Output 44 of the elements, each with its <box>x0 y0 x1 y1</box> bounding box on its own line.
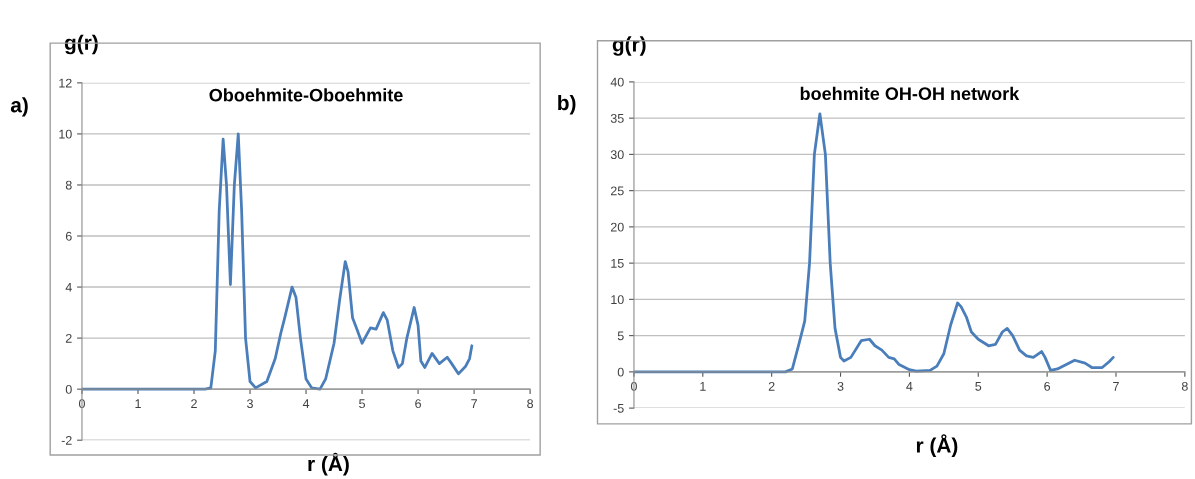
line-series <box>81 132 474 391</box>
y-tick-label: 20 <box>610 222 624 232</box>
y-tick-label: 6 <box>65 231 72 241</box>
x-tick-label: 0 <box>78 399 85 409</box>
y-tick-label: -5 <box>613 404 624 413</box>
y-tick-label: 8 <box>65 180 72 190</box>
y-tick-label: 40 <box>610 77 624 87</box>
y-tick-label: 12 <box>59 78 72 88</box>
x-tick-label: 1 <box>135 399 141 408</box>
y-axis-title: g(r) <box>64 34 98 55</box>
x-tick-label: 7 <box>1113 382 1119 391</box>
x-tick-label: 6 <box>1044 381 1051 391</box>
y-tick-label: -2 <box>61 436 72 445</box>
y-tick-label: 30 <box>610 150 624 160</box>
y-tick-label: 5 <box>617 331 624 341</box>
x-tick-label: 4 <box>906 382 913 391</box>
chart-title: Oboehmite-Oboehmite <box>209 88 403 102</box>
x-tick-label: 7 <box>471 399 477 408</box>
y-tick-label: 35 <box>610 113 624 123</box>
x-tick-label: 6 <box>415 399 421 409</box>
y-tick-label: 0 <box>617 367 624 377</box>
y-tick-label: 15 <box>611 259 624 268</box>
y-tick-label: 10 <box>59 129 72 139</box>
text: a) <box>10 97 28 117</box>
x-tick-label: 2 <box>768 381 775 391</box>
y-tick-label: 4 <box>65 282 72 292</box>
x-tick-label: 0 <box>630 381 637 391</box>
x-tick-label: 4 <box>302 399 310 408</box>
x-tick-label: 8 <box>1181 381 1188 391</box>
x-axis-title: r (Å) <box>308 452 349 476</box>
y-tick-label: 2 <box>65 333 72 343</box>
x-axis-title: r (Å) <box>916 434 958 457</box>
x-tick-label: 3 <box>837 381 844 391</box>
x-tick-label: 8 <box>527 399 534 409</box>
x-tick-label: 1 <box>700 382 706 391</box>
line-series <box>633 112 1115 374</box>
y-tick-label: 10 <box>611 295 624 305</box>
y-tick-label: 25 <box>610 186 624 196</box>
x-tick-label: 2 <box>191 399 197 408</box>
x-tick-label: 5 <box>975 382 982 391</box>
x-tick-label: 5 <box>359 399 366 409</box>
x-tick-label: 3 <box>247 399 253 409</box>
chart-title: boehmite OH-OH network <box>800 86 1020 101</box>
text: b) <box>558 94 576 115</box>
